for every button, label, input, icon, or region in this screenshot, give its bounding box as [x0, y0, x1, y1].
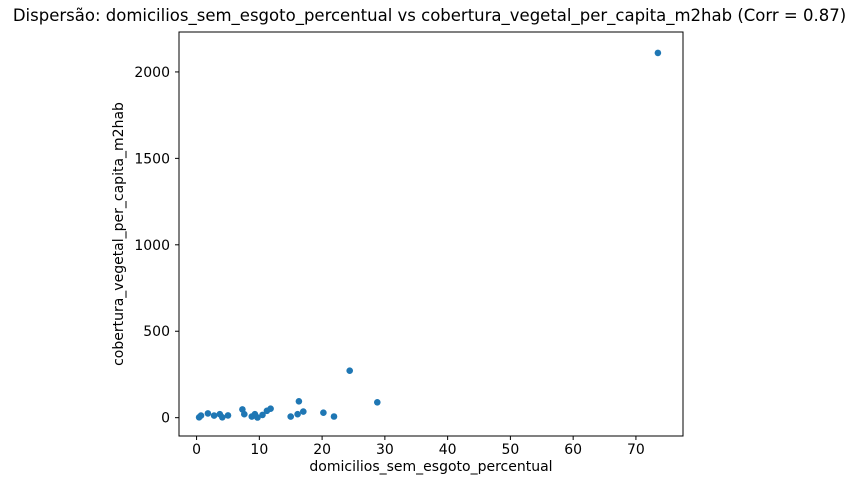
data-point: [259, 411, 266, 419]
x-tick-label: 0: [192, 442, 201, 458]
y-axis-label: cobertura_vegetal_per_capita_m2hab: [111, 102, 127, 366]
x-axis-label: domicilios_sem_esgoto_percentual: [309, 459, 553, 475]
data-point: [204, 410, 212, 417]
plot-border: [178, 31, 684, 437]
y-tick-label: 1500: [134, 151, 170, 167]
x-tick-label: 60: [564, 442, 582, 458]
data-point: [346, 367, 354, 375]
data-point: [295, 398, 303, 405]
data-point: [241, 410, 248, 418]
data-point: [300, 408, 307, 415]
x-tick-label: 10: [250, 442, 268, 458]
data-point: [294, 410, 301, 418]
data-point: [287, 413, 295, 420]
data-point: [654, 49, 662, 57]
data-point: [254, 414, 261, 421]
x-tick-label: 50: [501, 442, 519, 458]
data-point: [197, 412, 205, 419]
data-point: [320, 409, 327, 417]
y-tick-label: 1000: [134, 238, 170, 254]
y-tick-label: 500: [143, 324, 170, 340]
data-point: [210, 412, 218, 419]
x-tick-label: 70: [627, 442, 645, 458]
y-tick-label: 0: [161, 411, 170, 427]
data-point: [219, 414, 226, 421]
chart-title: Dispersão: domicilios_sem_esgoto_percent…: [12, 6, 847, 25]
data-point: [267, 405, 274, 413]
y-tick-label: 2000: [134, 65, 170, 81]
data-point: [374, 399, 381, 406]
data-point: [224, 412, 232, 419]
data-point: [330, 413, 338, 420]
x-tick-label: 40: [439, 442, 457, 458]
x-tick-label: 20: [313, 442, 331, 458]
x-tick-label: 30: [376, 442, 394, 458]
